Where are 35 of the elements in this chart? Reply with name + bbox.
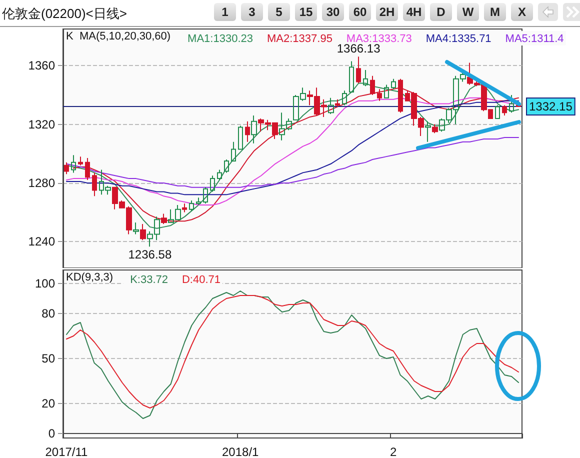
y-tick-label: 1320 bbox=[28, 117, 56, 132]
legend-title: KD(9,3,3) bbox=[66, 272, 114, 284]
legend-label: MA2:1337.95 bbox=[266, 33, 332, 45]
text: 1 bbox=[214, 3, 236, 21]
y-tick-label: 100 bbox=[34, 276, 56, 290]
text: K:33.72 bbox=[130, 274, 168, 286]
y-tick-label: 80 bbox=[42, 306, 56, 320]
y-tick-label: 1280 bbox=[28, 176, 56, 190]
legend-title: K MA(5,10,20,30,60) bbox=[66, 30, 171, 42]
legend-label: MA5:1311.4 bbox=[505, 33, 564, 45]
text: 5 bbox=[268, 3, 290, 21]
text: M bbox=[484, 3, 506, 21]
x-tick-label: 2018/1 bbox=[222, 445, 260, 458]
text: 30 bbox=[322, 3, 344, 21]
text: D bbox=[430, 3, 452, 21]
chart-title: 伦敦金(02200)<日线> bbox=[2, 5, 127, 23]
ref-line-label: 1332.15 bbox=[529, 99, 573, 114]
legend-label: MA1:1330.23 bbox=[188, 33, 253, 45]
legend-label: MA4:1335.71 bbox=[426, 33, 492, 45]
y-tick-label: 50 bbox=[42, 352, 56, 366]
text: 60 bbox=[349, 3, 371, 21]
text: X bbox=[511, 3, 533, 21]
annotation: 1236.58 bbox=[128, 248, 172, 262]
x-tick-label: 2017/11 bbox=[45, 445, 88, 458]
y-tick-label: 1240 bbox=[28, 234, 56, 249]
text: 4H bbox=[403, 3, 425, 21]
text: 3 bbox=[241, 3, 263, 21]
y-tick-label: 1360 bbox=[28, 58, 56, 73]
y-tick-label: 0 bbox=[48, 426, 56, 440]
x-tick-label: 2 bbox=[390, 445, 397, 458]
series-label: D:40.71 bbox=[182, 274, 221, 286]
text: W bbox=[457, 3, 479, 21]
text: 15 bbox=[295, 3, 317, 21]
text: 2H bbox=[376, 3, 398, 21]
y-tick-label: 20 bbox=[42, 396, 56, 410]
